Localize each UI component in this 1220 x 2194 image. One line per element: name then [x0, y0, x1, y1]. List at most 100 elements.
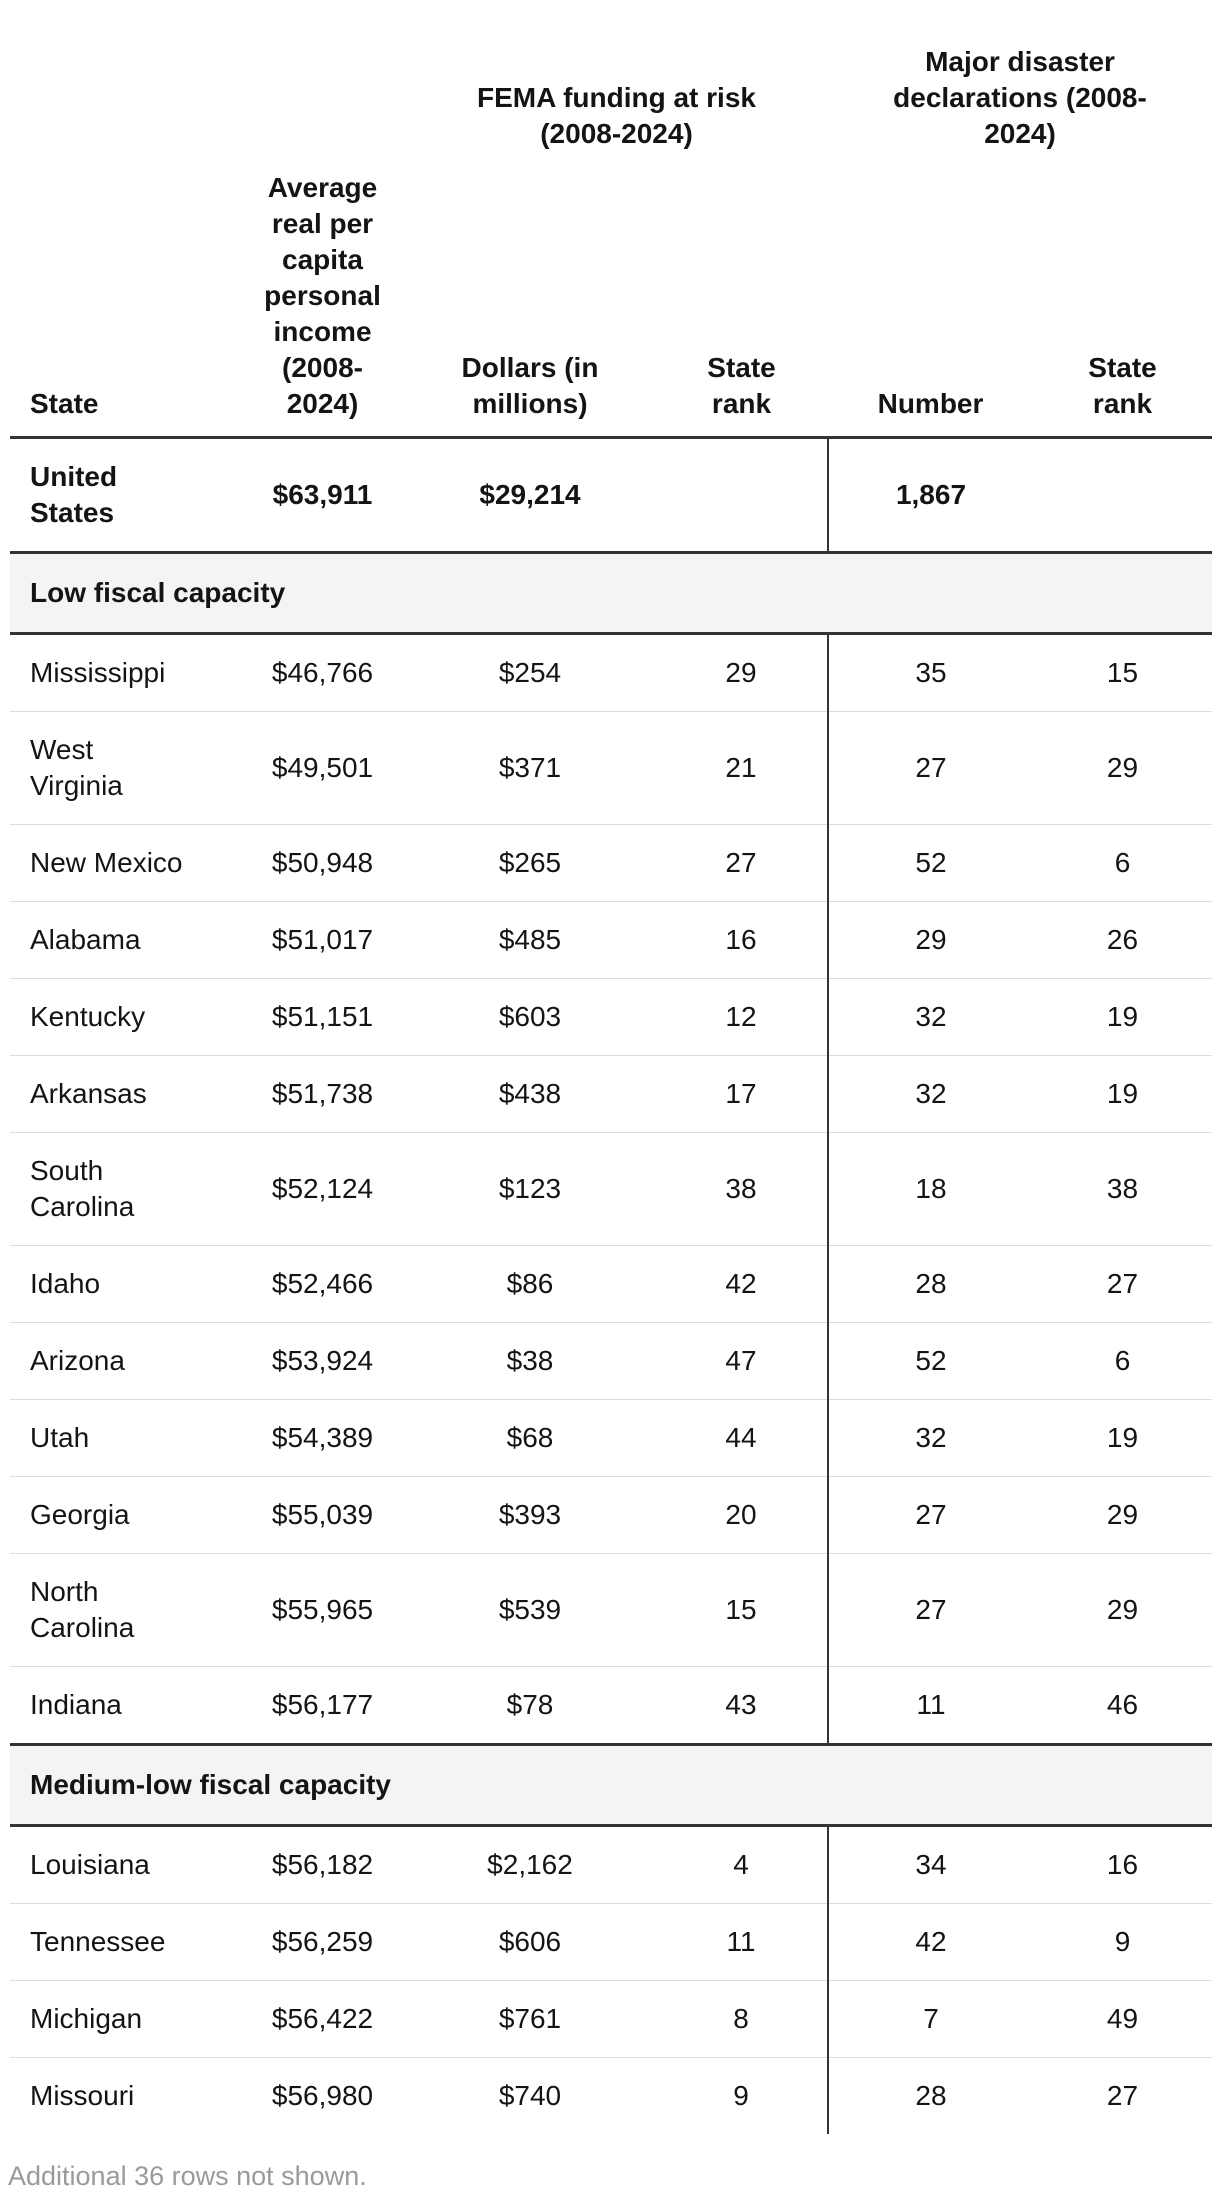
table-cell: $53,924 [240, 1322, 405, 1400]
table-body: United States $63,911 $29,214 1,867 Low fisc… [10, 437, 1212, 2135]
state-name: Utah [30, 1422, 90, 1453]
state-name: Arizona [30, 1345, 125, 1376]
table-cell: $606 [405, 1903, 655, 1981]
table-cell: 49 [1033, 1980, 1212, 2058]
cell-value: 15 [1106, 657, 1139, 688]
cell-value: 6 [1114, 847, 1131, 878]
cell-value: 4 [733, 1849, 749, 1880]
table-cell: Mississippi [10, 633, 240, 712]
cell-value: 9 [733, 2080, 749, 2111]
table-cell: 6 [1033, 824, 1212, 902]
column-header-row: State Average real per capita personal i… [10, 152, 1212, 439]
state-name: Missouri [30, 2080, 135, 2111]
cell-value: $485 [498, 924, 562, 955]
column-header-state: State [10, 152, 240, 439]
table-cell: $254 [405, 633, 655, 712]
table-cell: 9 [1033, 1903, 1212, 1981]
state-name: Kentucky [30, 1001, 146, 1032]
state-name: Alabama [30, 924, 141, 955]
table-cell: Arizona [10, 1322, 240, 1400]
table-cell: $63,911 [240, 438, 405, 553]
table-row: United States $63,911 $29,214 1,867 [10, 437, 1212, 553]
column-header-income: Average real per capita personal income … [240, 152, 405, 439]
table-row: Missouri $56,980 $740 9 28 27 [10, 2057, 1212, 2135]
cell-value: 43 [725, 1689, 757, 1720]
column-header-state-rank-1: State rank [655, 152, 828, 439]
table-cell: $56,182 [240, 1825, 405, 1904]
cell-value: $56,182 [271, 1849, 374, 1880]
cell-value: $606 [498, 1926, 562, 1957]
cell-value: $761 [498, 2003, 562, 2034]
table-cell: 27 [827, 1553, 1033, 1667]
table-cell: $68 [405, 1399, 655, 1477]
cell-value: 29 [725, 657, 757, 688]
cell-value: 26 [1106, 924, 1139, 955]
cell-value: 28 [915, 1268, 947, 1299]
table-cell: 16 [1033, 1825, 1212, 1904]
section-band-row: Medium-low fiscal capacity [10, 1743, 1212, 1827]
cell-value: $51,738 [271, 1078, 374, 1109]
cell-value: $52,124 [271, 1173, 374, 1204]
table-cell: $56,422 [240, 1980, 405, 2058]
table-cell: $740 [405, 2058, 655, 2135]
cell-value: 49 [1106, 2003, 1139, 2034]
footer-note: Additional 36 rows not shown. [8, 2161, 367, 2191]
table-cell: Utah [10, 1399, 240, 1477]
table-cell: United States [10, 438, 240, 553]
table-row: Arizona $53,924 $38 47 52 6 [10, 1322, 1212, 1400]
group-header-fema-label: FEMA funding at risk (2008-2024) [477, 82, 756, 149]
cell-value: 19 [1106, 1001, 1139, 1032]
cell-value: $51,151 [271, 1001, 374, 1032]
table-cell: 12 [655, 978, 828, 1056]
table-row: Mississippi $46,766 $254 29 35 15 [10, 633, 1212, 712]
cell-value: 44 [725, 1422, 757, 1453]
state-name: South Carolina [30, 1155, 135, 1222]
cell-value: $51,017 [271, 924, 374, 955]
table-cell: 28 [827, 2057, 1033, 2134]
table-cell: 19 [1033, 1399, 1212, 1477]
column-header-state-rank-2: State rank [1033, 152, 1212, 439]
table-cell: Michigan [10, 1980, 240, 2058]
table-cell: 15 [655, 1553, 828, 1667]
table-cell: 4 [655, 1825, 828, 1904]
cell-value: $55,965 [271, 1594, 374, 1625]
table-cell: $78 [405, 1666, 655, 1745]
cell-value: 27 [1106, 2080, 1139, 2111]
cell-value: $603 [498, 1001, 562, 1032]
cell-value: 8 [733, 2003, 749, 2034]
table-cell: Indiana [10, 1666, 240, 1745]
cell-value: 16 [725, 924, 757, 955]
table-row: South Carolina $52,124 $123 38 18 38 [10, 1132, 1212, 1246]
cell-value: $63,911 [272, 479, 373, 510]
table-cell: 27 [655, 824, 828, 902]
cell-value: 27 [1106, 1268, 1139, 1299]
cell-value: $29,214 [479, 479, 581, 510]
section-band-label: Low fiscal capacity [10, 551, 1212, 635]
state-name: North Carolina [30, 1576, 135, 1643]
state-name: West Virginia [30, 734, 123, 801]
cell-value: 42 [725, 1268, 757, 1299]
cell-value: 35 [915, 657, 947, 688]
table-cell: Arkansas [10, 1055, 240, 1133]
table-cell: 27 [827, 1476, 1033, 1554]
cell-value: $2,162 [487, 1849, 573, 1880]
section-band-label: Medium-low fiscal capacity [10, 1743, 1212, 1827]
table-row: Louisiana $56,182 $2,162 4 34 16 [10, 1825, 1212, 1904]
cell-value: 29 [1106, 1499, 1139, 1530]
table-cell: $50,948 [240, 824, 405, 902]
table-cell: 32 [827, 1399, 1033, 1477]
cell-value: 29 [915, 924, 947, 955]
cell-value: 21 [725, 752, 757, 783]
table-cell: 21 [655, 711, 828, 825]
cell-value: 27 [915, 1499, 947, 1530]
table-cell: $761 [405, 1980, 655, 2058]
table-cell: $52,466 [240, 1245, 405, 1323]
cell-value: 19 [1106, 1422, 1139, 1453]
table-cell: New Mexico [10, 824, 240, 902]
table-row: North Carolina $55,965 $539 15 27 29 [10, 1553, 1212, 1667]
table-cell: $123 [405, 1132, 655, 1246]
table-cell: Missouri [10, 2058, 240, 2135]
table-cell: $485 [405, 901, 655, 979]
state-name: Louisiana [30, 1849, 150, 1880]
table-cell: $55,039 [240, 1476, 405, 1554]
